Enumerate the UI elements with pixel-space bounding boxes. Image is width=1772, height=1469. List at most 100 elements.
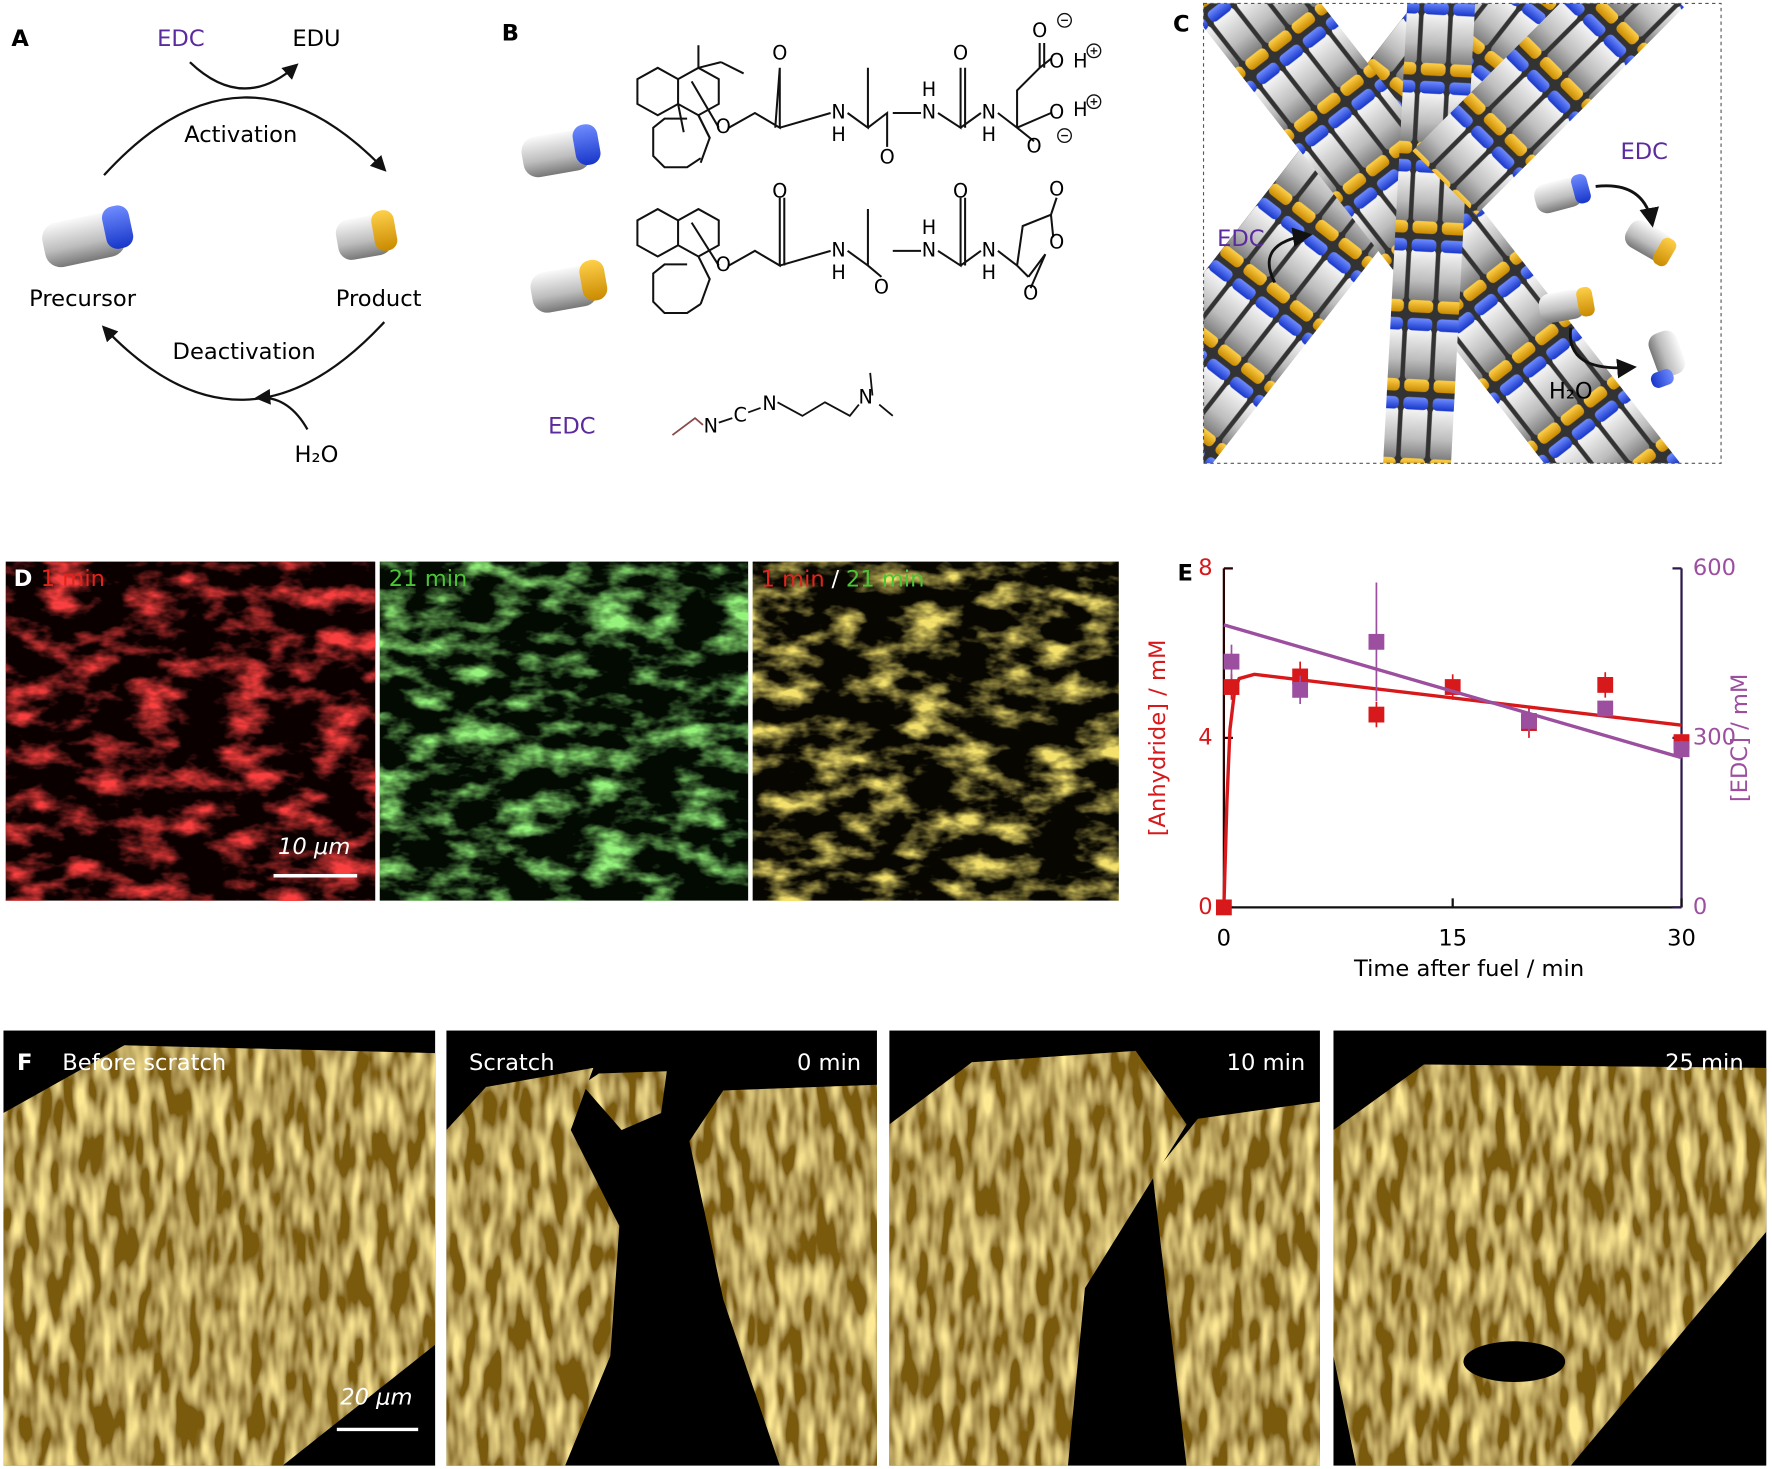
y2-tick-label: 300 [1693,724,1736,750]
y2-axis-label: [EDC] / mM [1727,674,1753,803]
micrograph-texture [5,561,376,901]
atom-label: O [716,115,731,138]
data-point [1368,706,1385,723]
image-title: Scratch [469,1050,555,1076]
title-part: / [832,566,840,592]
monomers [1534,173,1686,388]
image-time: 0 min [797,1050,861,1076]
charges [1057,12,1102,144]
precursor-icon [521,124,601,178]
atom-label: O [1032,19,1047,42]
atom-label: O [1049,50,1064,73]
image-time: 25 min [1665,1050,1744,1076]
atom-label: H [982,261,996,284]
y-tick-label: 0 [1198,894,1212,920]
panel-label: D [14,566,33,592]
x-tick-label: 0 [1217,926,1231,952]
title-part: 1 min [761,566,825,592]
precursor-structure [636,42,1052,169]
edc-label: EDC [548,414,595,440]
product-icon [530,259,608,313]
data-point [1597,677,1614,693]
panel-e: E Time after fuel / min [Anhydride] / mM… [1145,555,1753,982]
water-arrow [254,388,309,430]
atom-label: N [922,238,936,261]
frame [1202,2,1722,464]
atom-label: O [1049,177,1064,200]
fit-line [1223,623,1682,760]
atom-label: N [831,238,845,261]
x-axis-label: Time after fuel / min [1353,956,1584,982]
scale-bar-label: 10 μm [278,834,350,860]
atom-label: N [831,101,845,124]
edc-label: EDC [1217,226,1264,252]
arrow [1267,227,1313,284]
image-title: 1 min [41,566,105,592]
panel-label: C [1173,11,1190,37]
y-tick-label: 8 [1198,555,1212,581]
atom-label: O [953,180,968,203]
atom-label: N [704,415,718,438]
image-title: Before scratch [62,1050,226,1076]
atom-label: N [982,238,996,261]
atom-label: O [953,42,968,65]
atom-label: H [1073,98,1087,121]
panel-d: D 1 min 21 min 1 min/21 min 10 μm [5,561,1119,901]
arrow [1568,327,1637,379]
atom-label: O [1023,281,1038,304]
atom-label: H [982,123,996,146]
product-structure [636,197,1058,315]
y2-tick-label: 0 [1693,894,1707,920]
atom-label: O [874,276,889,299]
panel-label: F [17,1050,32,1076]
product-icon [335,210,398,260]
data-point [1521,713,1537,729]
fuel-label: EDC [157,26,204,52]
atom-label: H [922,78,936,101]
data-point [1223,679,1240,695]
panel-f: F Before scratch Scratch 0 min 10 min 25… [3,1030,1767,1466]
atom-label: O [880,146,895,169]
atom-label: N [982,101,996,124]
deactivation-label: Deactivation [173,339,316,365]
micrograph-texture [379,561,749,901]
reaction-arrow [189,61,299,90]
atom-label: H [1073,50,1087,73]
arrow [1595,184,1659,228]
panel-c: C EDC EDC H₂O [1173,2,1722,464]
atom-label: O [1049,101,1064,124]
gel-render [3,1045,1767,1466]
panel-label: A [11,26,29,52]
fiber-render [1203,3,1722,464]
atom-label: C [734,403,747,426]
x-tick-label: 30 [1667,926,1696,952]
atom-label: O [716,253,731,276]
atom-label: O [1049,230,1064,253]
image-time: 10 min [1227,1050,1306,1076]
micrograph-texture [752,561,1119,901]
panel-a: A EDC EDU Activation Precursor Product D… [11,26,421,468]
atom-label: N [922,101,936,124]
water-label: H₂O [295,442,339,468]
atom-label: H [831,261,845,284]
image-title: 21 min [389,566,468,592]
atom-label: O [772,42,787,65]
defect [1463,1341,1566,1382]
atom-label: N [858,385,872,408]
panel-label: E [1178,561,1193,587]
scale-bar-label: 20 μm [340,1384,412,1410]
image-title: 1 min /21 min [761,566,925,592]
data-point [1597,700,1614,717]
cycle-arrow [103,96,387,176]
title-part: 21 min [846,566,925,592]
edc-structure [671,372,894,436]
data-point [1292,681,1309,698]
product-label: Product [336,286,422,312]
atom-label: H [831,123,845,146]
activation-label: Activation [184,122,297,148]
waste-label: EDU [292,26,340,52]
atom-label: O [772,180,787,203]
